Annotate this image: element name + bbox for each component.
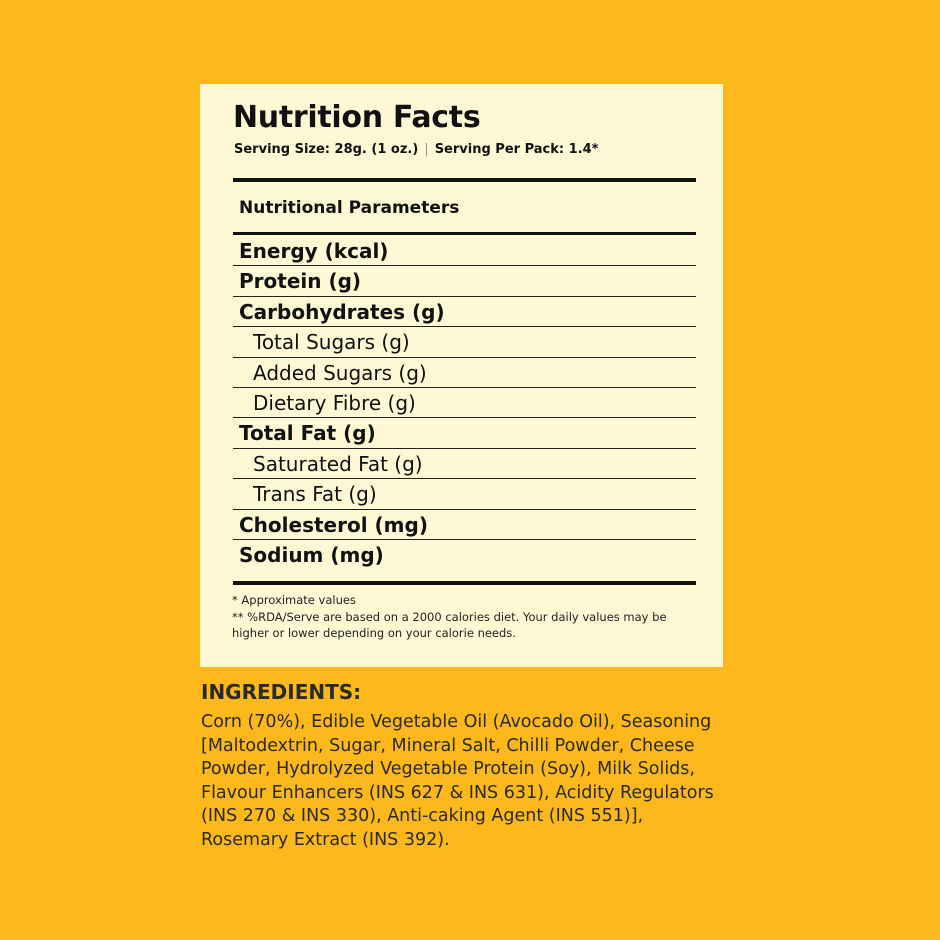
nutrition-facts-panel: Nutrition Facts Serving Size: 28g. (1 oz…	[200, 84, 723, 667]
serving-per-pack: Serving Per Pack: 1.4*	[434, 142, 599, 157]
nutrition-row: Protein (g)	[233, 266, 696, 297]
divider-thick	[233, 581, 696, 585]
nutrition-row: Energy (kcal)	[233, 236, 696, 267]
footnote-approximate: * Approximate values	[232, 593, 356, 607]
ingredients-text: Corn (70%), Edible Vegetable Oil (Avocad…	[201, 712, 714, 850]
nutrition-row: Cholesterol (mg)	[233, 510, 696, 540]
nutrition-row: Total Sugars (g)	[233, 327, 696, 358]
separator: |	[424, 142, 429, 157]
nutrition-title: Nutrition Facts	[233, 100, 481, 135]
nutrition-row: Trans Fat (g)	[233, 479, 696, 510]
nutrition-row: Saturated Fat (g)	[233, 449, 696, 480]
divider-thick	[233, 178, 696, 182]
serving-info: Serving Size: 28g. (1 oz.) | Serving Per P…	[234, 142, 598, 157]
parameters-header: Nutritional Parameters	[239, 198, 460, 218]
footnote-rda: ** %RDA/Serve are based on a 2000 calori…	[232, 609, 667, 641]
divider-thick	[233, 232, 696, 235]
footnotes: * Approximate values ** %RDA/Serve are b…	[232, 592, 702, 642]
nutrition-row: Added Sugars (g)	[233, 358, 696, 388]
nutrition-row: Dietary Fibre (g)	[233, 388, 696, 419]
serving-size: Serving Size: 28g. (1 oz.)	[234, 142, 419, 157]
nutrition-rows: Energy (kcal) Protein (g) Carbohydrates (g…	[233, 236, 696, 569]
ingredients-heading: INGREDIENTS:	[201, 680, 362, 704]
nutrition-row: Sodium (mg)	[239, 542, 384, 567]
nutrition-row: Total Fat (g)	[233, 418, 696, 449]
nutrition-row: Carbohydrates (g)	[233, 297, 696, 328]
